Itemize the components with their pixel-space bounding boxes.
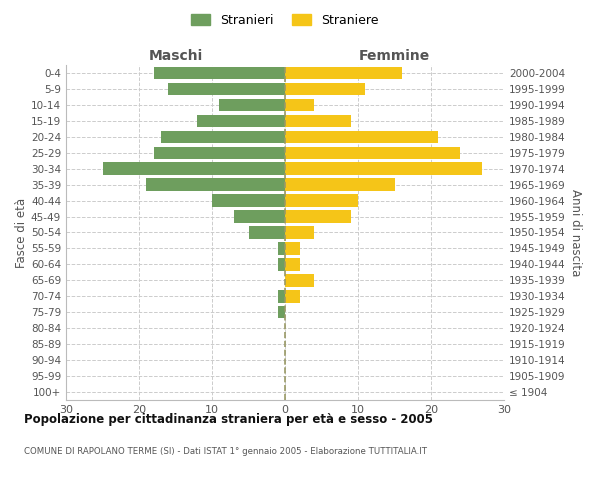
Bar xyxy=(220,98,285,111)
Bar xyxy=(285,146,460,159)
Text: Femmine: Femmine xyxy=(359,48,430,62)
Bar xyxy=(285,82,365,95)
Text: Maschi: Maschi xyxy=(148,48,203,62)
Y-axis label: Anni di nascita: Anni di nascita xyxy=(569,189,582,276)
Bar xyxy=(285,290,299,302)
Bar xyxy=(154,67,285,79)
Bar xyxy=(285,114,350,127)
Bar xyxy=(197,114,285,127)
Bar xyxy=(278,258,285,270)
Bar xyxy=(103,162,285,175)
Bar xyxy=(285,162,482,175)
Bar xyxy=(168,82,285,95)
Bar xyxy=(285,67,402,79)
Bar xyxy=(234,210,285,223)
Bar xyxy=(285,274,314,286)
Bar xyxy=(161,130,285,143)
Bar xyxy=(278,242,285,254)
Bar xyxy=(285,98,314,111)
Bar xyxy=(285,194,358,207)
Legend: Stranieri, Straniere: Stranieri, Straniere xyxy=(187,8,383,32)
Bar xyxy=(154,146,285,159)
Bar xyxy=(146,178,285,191)
Bar xyxy=(248,226,285,238)
Bar xyxy=(212,194,285,207)
Bar xyxy=(285,178,395,191)
Bar xyxy=(285,210,350,223)
Bar xyxy=(285,258,299,270)
Bar xyxy=(285,242,299,254)
Bar xyxy=(285,130,438,143)
Text: Popolazione per cittadinanza straniera per età e sesso - 2005: Popolazione per cittadinanza straniera p… xyxy=(24,412,433,426)
Y-axis label: Fasce di età: Fasce di età xyxy=(15,198,28,268)
Bar xyxy=(278,290,285,302)
Bar xyxy=(278,306,285,318)
Text: COMUNE DI RAPOLANO TERME (SI) - Dati ISTAT 1° gennaio 2005 - Elaborazione TUTTIT: COMUNE DI RAPOLANO TERME (SI) - Dati IST… xyxy=(24,448,427,456)
Bar xyxy=(285,226,314,238)
